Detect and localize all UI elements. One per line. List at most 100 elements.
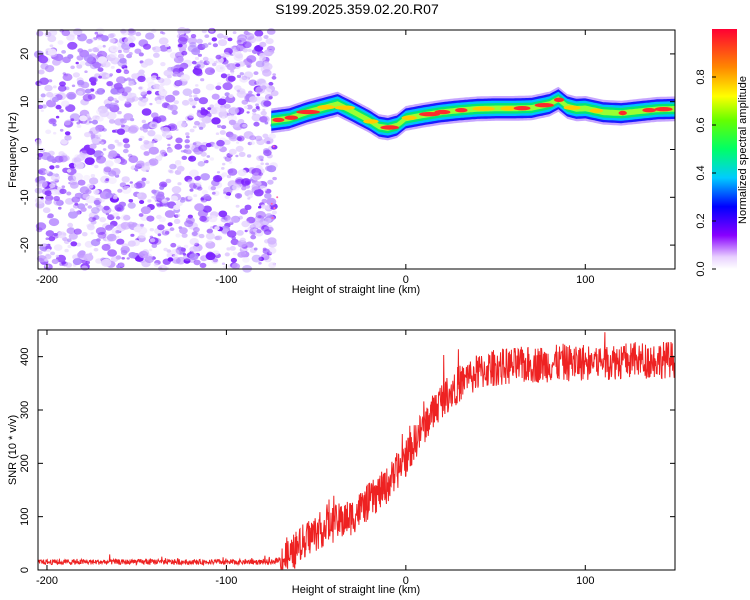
noise-blob <box>242 256 250 263</box>
noise-blob <box>229 246 236 251</box>
noise-blob <box>76 124 82 128</box>
noise-blob <box>259 52 266 58</box>
noise-blob <box>151 28 157 33</box>
noise-blob <box>61 29 71 37</box>
colorbar: 0.0 0.2 0.4 0.6 0.8 Normalized spectral ampl… <box>695 29 749 277</box>
noise-blob <box>37 180 48 189</box>
noise-blob <box>55 104 62 110</box>
noise-blob <box>42 246 46 250</box>
noise-blob <box>221 167 225 170</box>
noise-blob <box>74 193 81 198</box>
ridge-peak <box>642 108 656 113</box>
noise-blob <box>268 133 276 139</box>
noise-blob <box>177 165 185 172</box>
noise-blob <box>154 155 163 162</box>
ridge-peak <box>589 108 603 113</box>
spectrogram-plot-area <box>38 30 675 269</box>
noise-blob <box>192 105 196 109</box>
noise-blob <box>184 220 194 228</box>
noise-blob <box>204 34 210 38</box>
noise-blob <box>153 262 159 267</box>
noise-blob <box>126 257 130 260</box>
noise-blob <box>140 62 149 68</box>
noise-blob <box>164 231 170 235</box>
noise-blob <box>239 208 249 215</box>
colorbar-tick-label: 0.4 <box>695 165 707 180</box>
noise-blob <box>184 139 190 144</box>
noise-blob <box>228 148 237 155</box>
noise-blob <box>243 71 254 79</box>
noise-blob <box>109 52 117 59</box>
noise-blob <box>199 126 204 130</box>
noise-blob <box>200 197 205 201</box>
noise-blob <box>127 202 136 209</box>
noise-blob <box>248 194 253 199</box>
noise-blob <box>194 120 200 126</box>
ridge-peak <box>296 109 320 115</box>
noise-blob <box>157 115 167 122</box>
noise-blob <box>241 99 249 105</box>
y-tick-label: 10 <box>19 96 31 108</box>
noise-blob <box>123 113 134 121</box>
noise-blob <box>253 247 258 251</box>
noise-blob <box>50 251 56 256</box>
noise-blob <box>197 186 203 191</box>
noise-blob <box>224 252 230 257</box>
noise-blob <box>85 195 96 204</box>
noise-blob <box>236 141 240 144</box>
noise-blob <box>211 93 220 100</box>
ridge-peak <box>513 106 531 111</box>
noise-blob <box>193 194 198 198</box>
noise-blob <box>167 104 174 110</box>
noise-blob <box>163 247 168 252</box>
noise-blob <box>193 227 200 233</box>
noise-blob <box>77 251 86 258</box>
noise-blob <box>70 241 78 247</box>
noise-blob <box>215 54 222 60</box>
noise-blob <box>248 79 257 86</box>
noise-blob <box>255 106 260 110</box>
noise-blob <box>255 103 259 107</box>
noise-blob <box>216 107 221 111</box>
x-tick-label: -200 <box>36 274 58 286</box>
noise-blob <box>151 140 155 144</box>
noise-blob <box>172 90 180 96</box>
noise-blob <box>77 90 84 96</box>
noise-blob <box>231 263 241 270</box>
noise-blob <box>258 155 265 160</box>
noise-blob <box>79 186 90 194</box>
noise-blob <box>193 97 200 102</box>
noise-blob <box>38 55 49 64</box>
ridge-peak <box>334 105 355 110</box>
noise-blob <box>185 132 190 136</box>
noise-blob <box>115 255 122 260</box>
ridge-peak <box>553 97 565 103</box>
noise-blob <box>170 242 177 248</box>
noise-blob <box>77 79 85 86</box>
noise-blob <box>95 124 105 132</box>
noise-blob <box>183 244 189 249</box>
noise-blob <box>84 132 91 138</box>
noise-blob <box>88 120 93 124</box>
noise-blob <box>200 78 205 82</box>
noise-blob <box>73 228 82 235</box>
noise-blob <box>96 116 104 122</box>
noise-blob <box>211 62 217 67</box>
noise-blob <box>233 53 244 62</box>
noise-blob <box>128 52 133 56</box>
noise-blob <box>246 55 257 63</box>
noise-blob <box>226 191 232 196</box>
noise-blob <box>127 35 136 42</box>
noise-blob <box>215 132 220 135</box>
noise-blob <box>271 210 277 215</box>
noise-blob <box>209 157 215 161</box>
y-tick-label: 200 <box>19 454 31 472</box>
noise-blob <box>88 177 99 185</box>
y-tick-label: 0 <box>19 146 31 152</box>
noise-blob <box>190 34 197 39</box>
noise-blob <box>261 198 268 204</box>
noise-blob <box>246 111 250 114</box>
noise-blob <box>96 130 100 133</box>
noise-blob <box>51 96 60 103</box>
noise-blob <box>211 258 219 264</box>
